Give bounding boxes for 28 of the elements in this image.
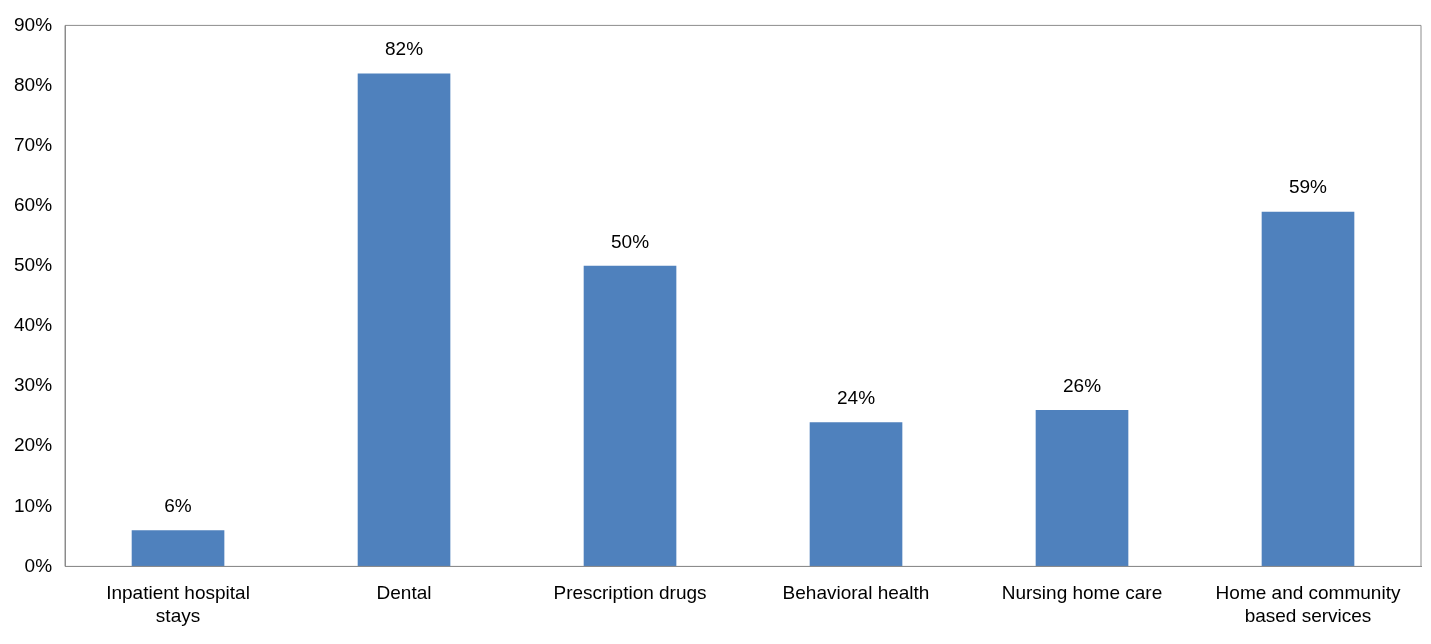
bar bbox=[809, 422, 903, 567]
bar bbox=[131, 530, 225, 567]
y-tick-label: 10% bbox=[14, 494, 53, 516]
y-tick-label: 20% bbox=[14, 434, 53, 456]
bar bbox=[1261, 211, 1355, 567]
data-label: 26% bbox=[1062, 374, 1102, 396]
bar bbox=[583, 265, 677, 567]
y-tick-label: 30% bbox=[14, 374, 53, 396]
x-tick-label: Nursing home care bbox=[1001, 582, 1163, 604]
x-tick-label: Dental bbox=[376, 582, 432, 604]
x-tick-label: Prescription drugs bbox=[553, 582, 707, 604]
y-tick-label: 60% bbox=[14, 193, 53, 215]
data-label: 50% bbox=[611, 230, 650, 252]
data-label: 6% bbox=[164, 495, 192, 517]
data-label: 59% bbox=[1288, 176, 1328, 198]
x-tick-label: Behavioral health bbox=[782, 582, 930, 604]
x-tick-label: Inpatient hospital stays bbox=[106, 582, 250, 626]
y-tick-label: 40% bbox=[14, 314, 53, 336]
y-tick-label: 80% bbox=[14, 73, 53, 95]
x-tick-label: Home and community based services bbox=[1215, 582, 1401, 626]
y-tick-label: 90% bbox=[14, 13, 53, 35]
y-tick-label: 0% bbox=[24, 554, 53, 576]
data-label: 24% bbox=[837, 386, 876, 408]
y-tick-label: 70% bbox=[14, 133, 53, 155]
y-tick-label: 50% bbox=[14, 254, 53, 276]
bar bbox=[1035, 410, 1129, 567]
bar bbox=[357, 73, 451, 567]
data-label: 82% bbox=[385, 38, 424, 60]
